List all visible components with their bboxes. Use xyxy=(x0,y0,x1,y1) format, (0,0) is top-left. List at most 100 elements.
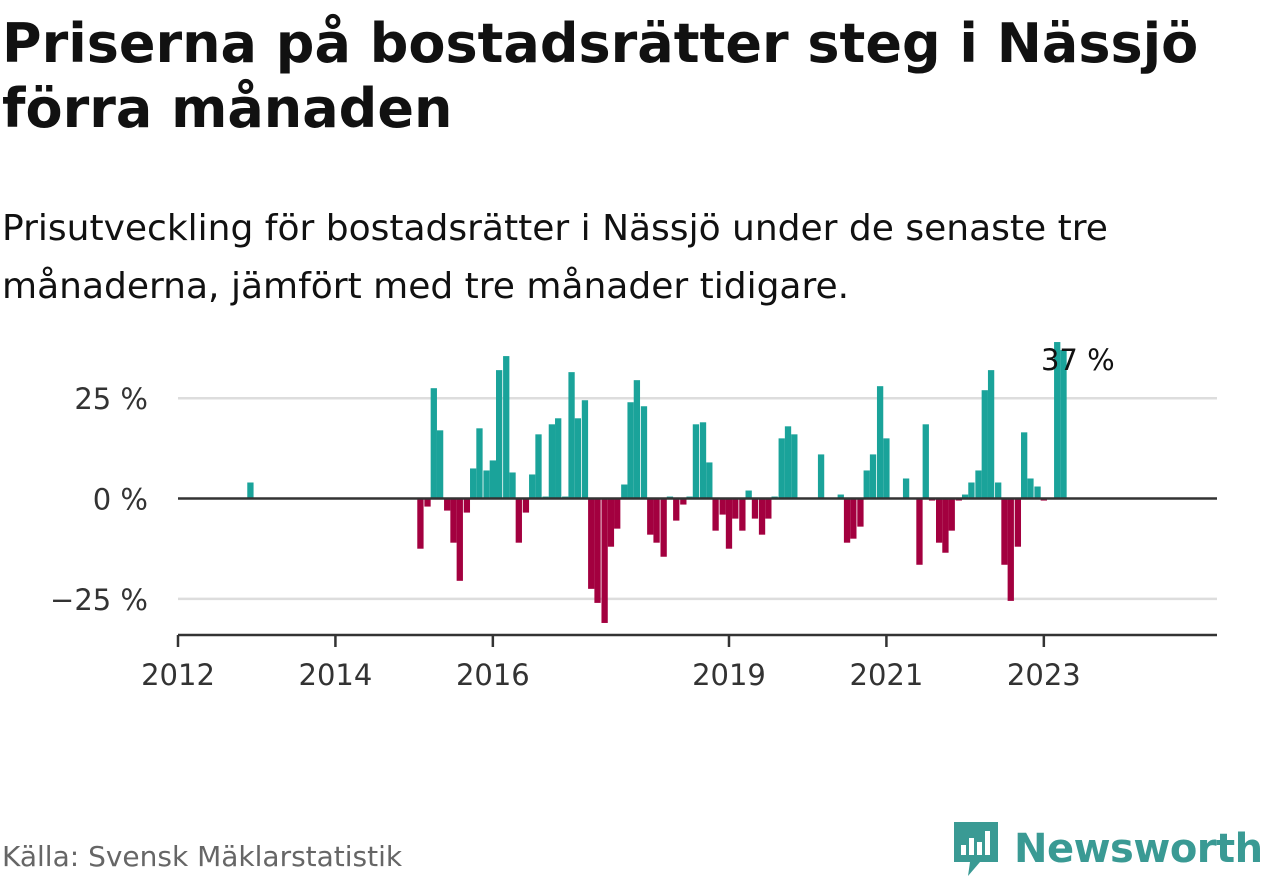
bar xyxy=(529,474,536,499)
bar xyxy=(1001,498,1008,565)
x-tick-label: 2019 xyxy=(692,658,766,692)
bar xyxy=(1007,498,1014,601)
bar xyxy=(857,498,864,527)
bar xyxy=(614,498,621,529)
bar xyxy=(647,498,654,535)
bar xyxy=(699,422,707,499)
x-tick-label: 2023 xyxy=(1007,658,1081,692)
bar xyxy=(424,498,431,507)
bar xyxy=(725,498,733,549)
annotation-label: 37 % xyxy=(1041,343,1115,377)
bar xyxy=(922,424,929,499)
bar xyxy=(778,438,785,499)
bar xyxy=(883,438,890,499)
bar xyxy=(876,386,884,499)
y-tick-label: 0 % xyxy=(93,483,148,517)
bar xyxy=(712,498,719,531)
bar xyxy=(496,370,503,499)
bar xyxy=(515,498,522,543)
bar xyxy=(843,498,851,543)
bar xyxy=(627,402,634,499)
bar xyxy=(817,454,825,499)
x-tick-label: 2012 xyxy=(141,658,215,692)
bar xyxy=(758,498,766,535)
tick-labels: −25 % 0 % 25 % 2012 2014 2016 2019 2021 2023 37 % xyxy=(50,343,1115,692)
newsworthy-icon xyxy=(954,822,998,876)
bar xyxy=(1060,350,1067,499)
x-tick-label: 2016 xyxy=(456,658,530,692)
bar xyxy=(719,498,726,515)
bar xyxy=(436,430,444,499)
bar xyxy=(621,484,628,499)
source-note: Källa: Svensk Mäklarstatistik xyxy=(2,840,403,873)
bar xyxy=(987,370,995,499)
bar xyxy=(942,498,949,553)
bar xyxy=(936,498,943,543)
bar xyxy=(555,418,562,499)
bar xyxy=(476,428,483,499)
bar xyxy=(444,498,451,511)
bar xyxy=(640,406,648,499)
bar xyxy=(522,498,530,513)
bar xyxy=(975,470,982,499)
bar xyxy=(837,494,844,499)
bar xyxy=(247,482,254,499)
grid-lines xyxy=(178,396,1217,601)
bar xyxy=(548,424,556,499)
bar xyxy=(1027,478,1034,499)
bar xyxy=(535,434,542,499)
chart-title: Priserna på bostadsrätter steg i Nässjö … xyxy=(2,12,1199,140)
bar xyxy=(765,498,772,519)
bar xyxy=(509,472,516,499)
bar xyxy=(784,426,792,499)
brand-name: Newsworthy xyxy=(1014,826,1262,872)
bar xyxy=(588,498,595,589)
bar xyxy=(430,388,437,499)
bar xyxy=(450,498,457,543)
bar xyxy=(948,498,955,531)
bar xyxy=(1021,432,1028,499)
bar xyxy=(680,498,687,505)
bar xyxy=(673,498,680,521)
bar xyxy=(981,390,988,499)
bar xyxy=(594,498,601,603)
bar xyxy=(1034,486,1041,499)
bar xyxy=(791,434,798,499)
bar xyxy=(581,400,589,499)
bar xyxy=(869,454,877,499)
bar xyxy=(1054,342,1061,499)
bar-chart: −25 % 0 % 25 % 2012 2014 2016 2019 2021 2023 37 % xyxy=(50,342,1217,692)
bar xyxy=(417,498,424,549)
bar xyxy=(568,372,575,499)
y-tick-label: −25 % xyxy=(50,583,148,617)
bar xyxy=(503,356,510,499)
bar xyxy=(456,498,463,581)
bar xyxy=(739,498,746,531)
bar xyxy=(601,498,608,623)
bar xyxy=(574,418,582,499)
bar xyxy=(633,380,641,499)
x-tick-label: 2014 xyxy=(299,658,373,692)
brand-logo: Newsworthy xyxy=(950,818,1262,880)
bar xyxy=(470,468,477,499)
bar xyxy=(732,498,739,519)
bar xyxy=(607,498,615,547)
bar xyxy=(489,460,496,499)
bar xyxy=(660,498,667,557)
bar xyxy=(745,490,752,499)
bar xyxy=(968,482,975,499)
chart-subtitle: Prisutveckling för bostadsrätter i Nässj… xyxy=(2,208,1108,307)
bar xyxy=(463,498,471,513)
bar xyxy=(653,498,660,543)
axes xyxy=(176,497,1217,647)
bar xyxy=(863,470,870,499)
bar xyxy=(1014,498,1022,547)
x-tick-label: 2021 xyxy=(850,658,924,692)
bar xyxy=(961,494,969,499)
bar xyxy=(483,470,490,499)
bar xyxy=(995,482,1002,499)
bar xyxy=(902,478,910,499)
bars xyxy=(247,342,1067,623)
bar xyxy=(692,424,700,499)
bar xyxy=(916,498,923,565)
